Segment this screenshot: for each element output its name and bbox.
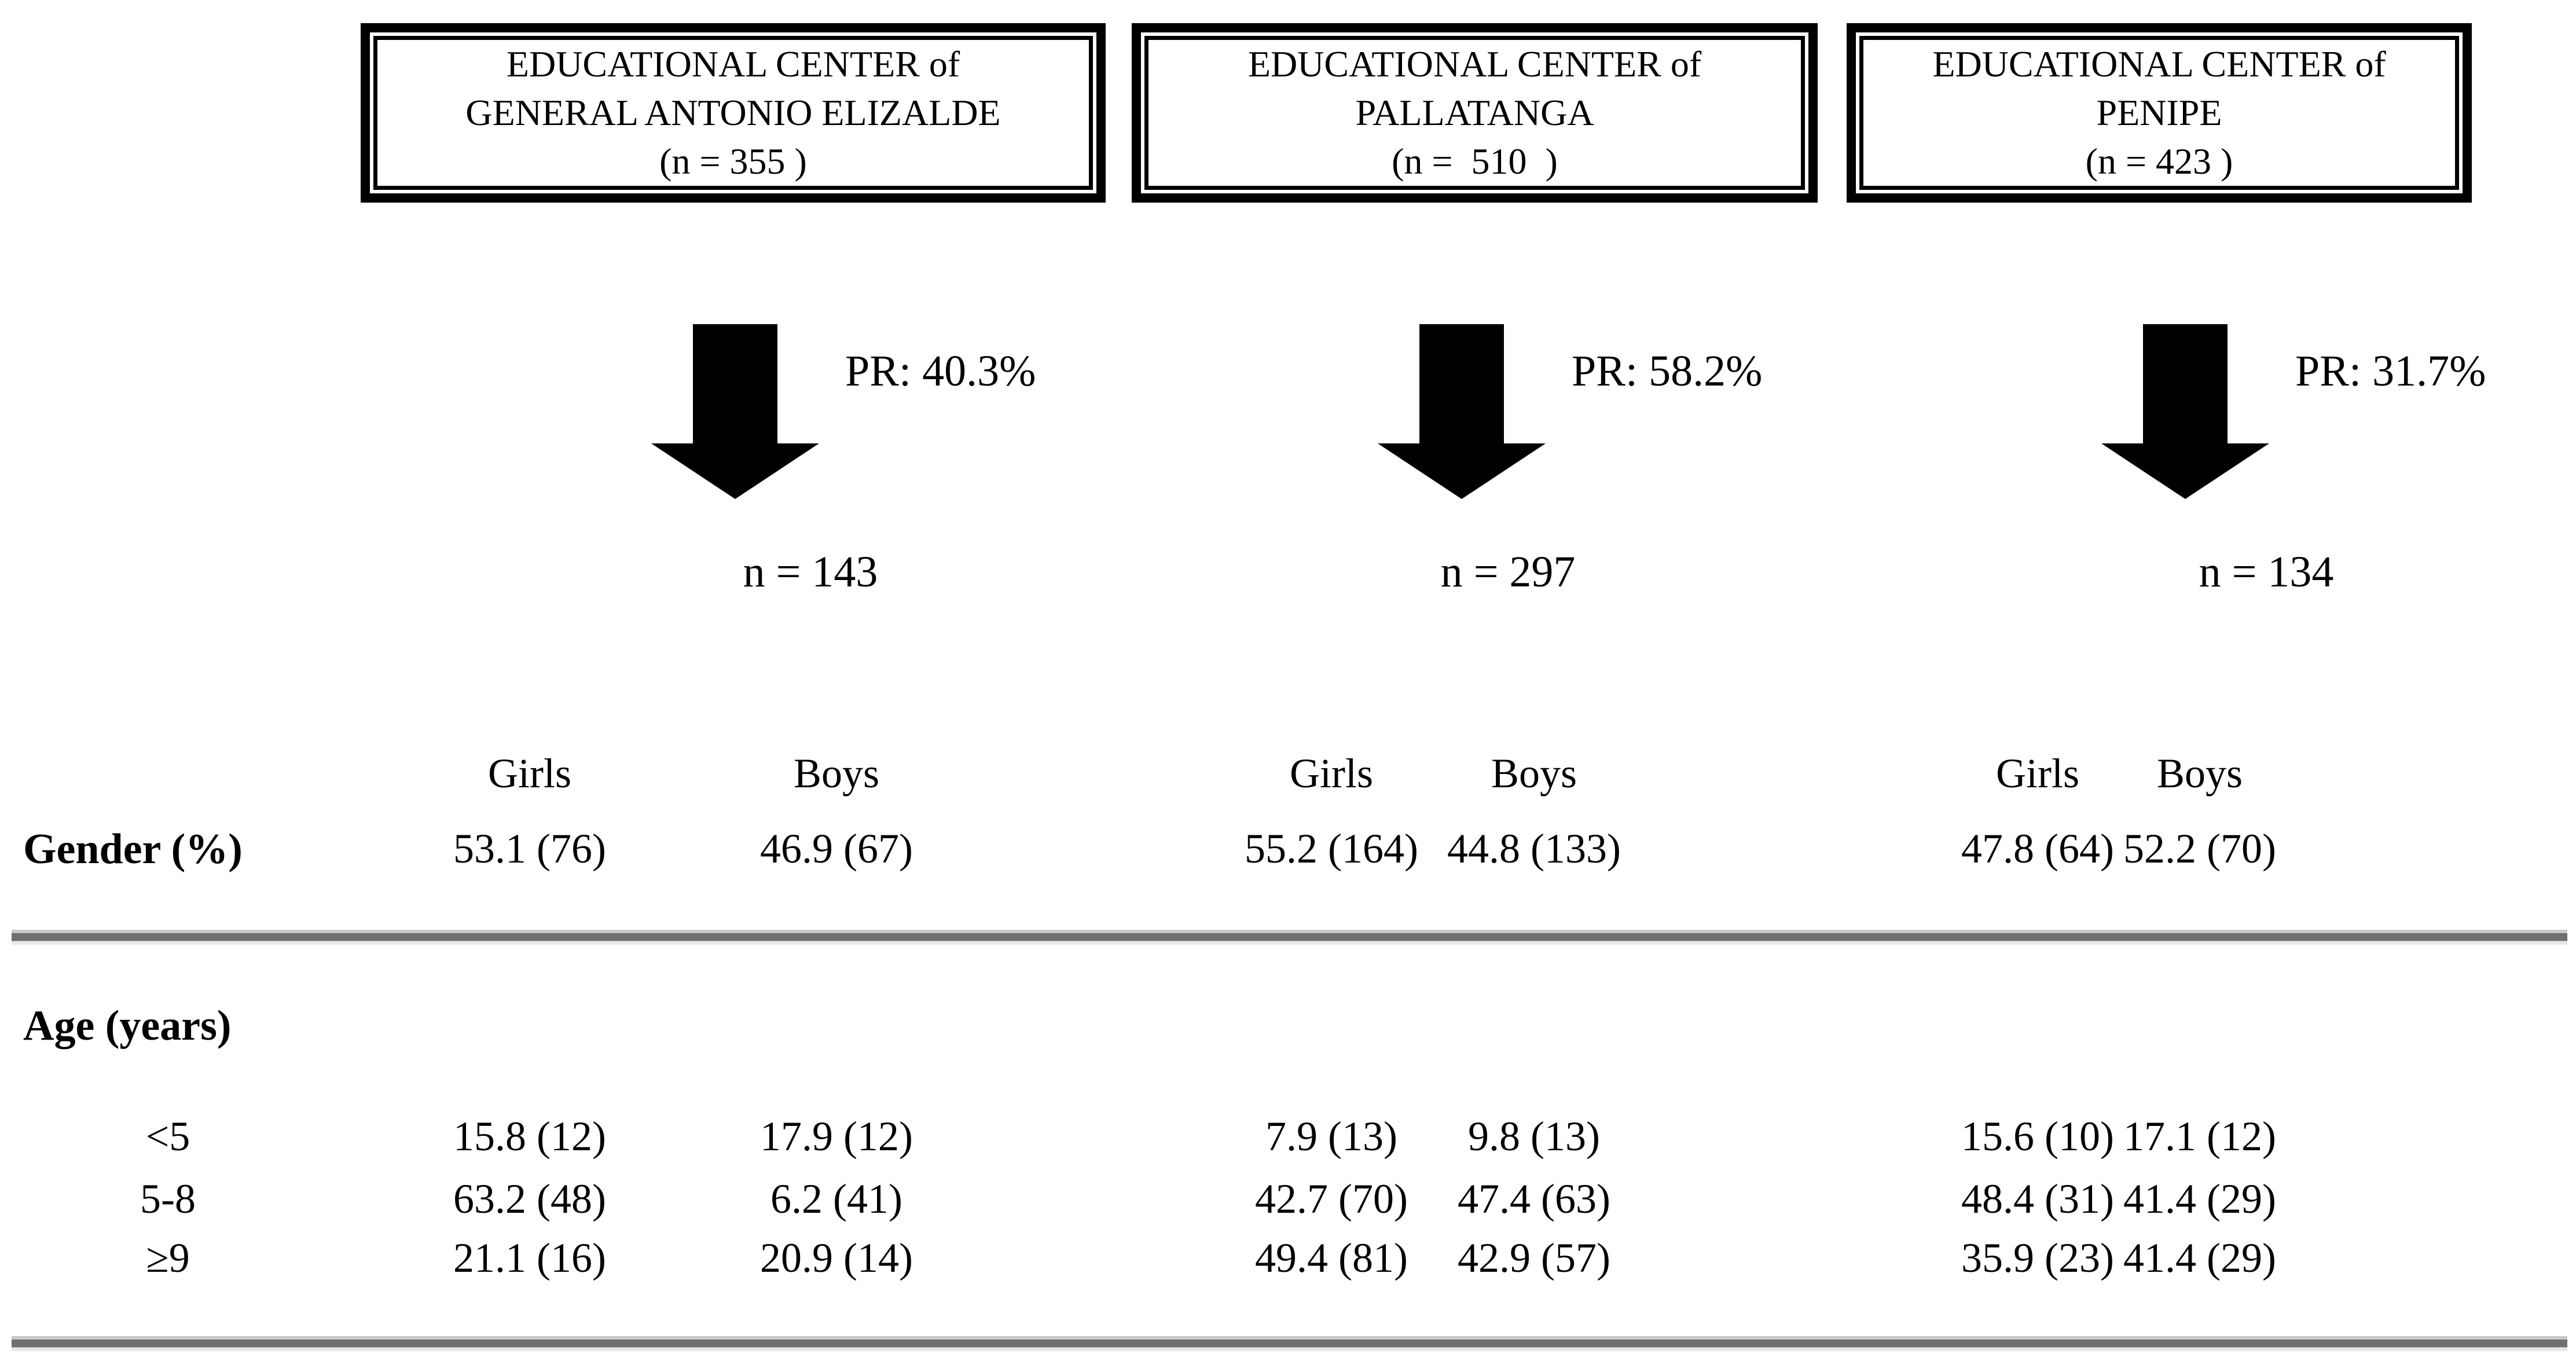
- arrow-stem: [693, 324, 777, 443]
- arrow-stem: [2143, 324, 2228, 443]
- box-title-line: PALLATANGA: [1355, 92, 1594, 133]
- educational-center-box-pallatanga: EDUCATIONAL CENTER of PALLATANGA (n = 51…: [1132, 23, 1818, 203]
- table-cell: 41.4 (29): [2123, 1176, 2276, 1222]
- table-col-header-boys: Boys: [793, 750, 880, 797]
- box-sample-size: (n = 423 ): [2085, 141, 2233, 182]
- table-cell: 20.9 (14): [760, 1235, 913, 1281]
- table-cell: 47.8 (64): [1961, 825, 2114, 872]
- table-cell: 9.8 (13): [1468, 1113, 1600, 1159]
- gender-row-label: Gender (%): [23, 825, 243, 873]
- table-cell: 15.8 (12): [453, 1113, 606, 1159]
- table-cell: 21.1 (16): [453, 1235, 606, 1281]
- table-cell: 17.9 (12): [760, 1113, 913, 1159]
- arrow-head: [2101, 443, 2269, 499]
- table-cell: 42.9 (57): [1458, 1235, 1610, 1281]
- table-cell: 35.9 (23): [1961, 1235, 2114, 1281]
- down-arrow-icon: [1378, 324, 1546, 499]
- table-cell: 48.4 (31): [1961, 1176, 2114, 1222]
- box-title-line: PENIPE: [2096, 92, 2222, 133]
- table-cell: 46.9 (67): [760, 825, 913, 872]
- table-col-header-girls: Girls: [488, 750, 571, 797]
- age-group-label: ≥9: [146, 1235, 190, 1281]
- table-col-header-boys: Boys: [2156, 750, 2243, 797]
- down-arrow-icon: [2101, 324, 2269, 499]
- table-cell: 44.8 (133): [1447, 825, 1621, 872]
- educational-center-box-penipe: EDUCATIONAL CENTER of PENIPE (n = 423 ): [1847, 23, 2472, 203]
- horizontal-rule: [12, 1336, 2567, 1351]
- participation-rate-label: PR: 31.7%: [2295, 347, 2486, 395]
- table-cell: 47.4 (63): [1458, 1176, 1610, 1222]
- table-cell: 55.2 (164): [1245, 825, 1418, 872]
- sample-n-label: n = 134: [2199, 548, 2334, 596]
- box-title-line: EDUCATIONAL CENTER of: [1247, 43, 1702, 85]
- table-cell: 53.1 (76): [453, 825, 606, 872]
- table-cell: 63.2 (48): [453, 1176, 606, 1222]
- box-title-line: EDUCATIONAL CENTER of: [506, 43, 960, 85]
- box-sample-size: (n = 355 ): [659, 141, 807, 182]
- table-cell: 52.2 (70): [2123, 825, 2276, 872]
- participation-rate-label: PR: 40.3%: [845, 347, 1036, 395]
- arrow-stem: [1419, 324, 1504, 443]
- age-group-label: <5: [145, 1113, 190, 1159]
- box-inner-border: EDUCATIONAL CENTER of PALLATANGA (n = 51…: [1144, 36, 1805, 190]
- table-col-header-girls: Girls: [1290, 750, 1373, 797]
- arrow-head: [651, 443, 819, 499]
- table-cell: 42.7 (70): [1255, 1176, 1408, 1222]
- box-inner-border: EDUCATIONAL CENTER of GENERAL ANTONIO EL…: [373, 36, 1093, 190]
- table-col-header-girls: Girls: [1996, 750, 2079, 797]
- table-cell: 17.1 (12): [2123, 1113, 2276, 1159]
- horizontal-rule: [12, 930, 2567, 945]
- box-title-line: EDUCATIONAL CENTER of: [1932, 43, 2386, 85]
- participation-rate-label: PR: 58.2%: [1572, 347, 1763, 395]
- sample-n-label: n = 297: [1440, 548, 1576, 596]
- sample-n-label: n = 143: [743, 548, 878, 596]
- age-group-label: 5-8: [140, 1176, 196, 1222]
- box-inner-border: EDUCATIONAL CENTER of PENIPE (n = 423 ): [1859, 36, 2459, 190]
- table-col-header-boys: Boys: [1491, 750, 1577, 797]
- table-cell: 6.2 (41): [770, 1176, 902, 1222]
- arrow-head: [1378, 443, 1546, 499]
- table-cell: 7.9 (13): [1265, 1113, 1397, 1159]
- educational-center-box-elizalde: EDUCATIONAL CENTER of GENERAL ANTONIO EL…: [361, 23, 1106, 203]
- age-section-label: Age (years): [23, 1002, 232, 1050]
- box-title-line: GENERAL ANTONIO ELIZALDE: [465, 92, 1001, 133]
- box-sample-size: (n = 510 ): [1392, 141, 1558, 182]
- table-cell: 15.6 (10): [1961, 1113, 2114, 1159]
- table-cell: 49.4 (81): [1255, 1235, 1408, 1281]
- down-arrow-icon: [651, 324, 819, 499]
- table-cell: 41.4 (29): [2123, 1235, 2276, 1281]
